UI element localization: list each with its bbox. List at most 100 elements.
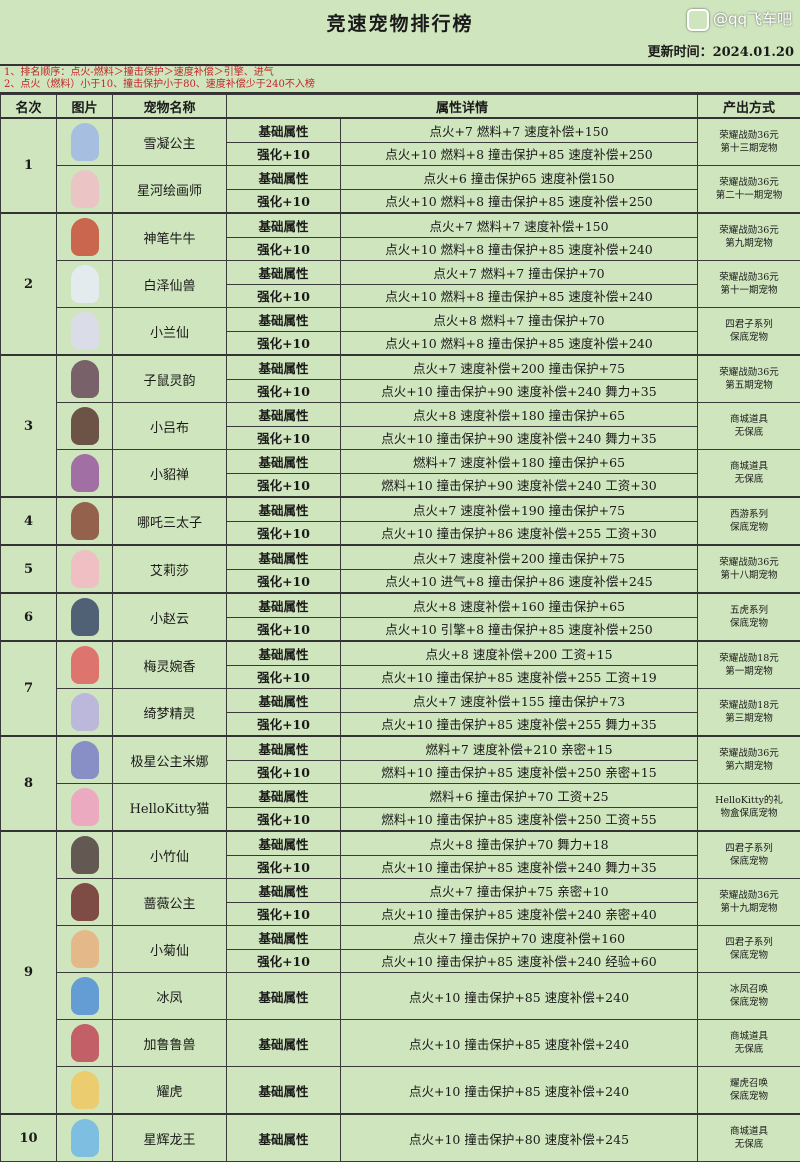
attribute-label: 基础属性 — [227, 879, 341, 903]
source-line: 无保底 — [698, 1138, 800, 1151]
pet-avatar-icon — [71, 930, 99, 968]
source-cell: 荣耀战勋18元第一期宠物 — [698, 641, 800, 689]
source-cell: 荣耀战勋36元第十八期宠物 — [698, 545, 800, 593]
source-line: 荣耀战勋36元 — [698, 176, 800, 189]
attribute-label: 基础属性 — [227, 213, 341, 237]
pet-name: 神笔牛牛 — [113, 213, 227, 261]
source-line: 无保底 — [698, 426, 800, 439]
attribute-label: 基础属性 — [227, 450, 341, 474]
attribute-detail: 点火+8 速度补偿+180 撞击保护+65 — [341, 403, 698, 427]
header-source: 产出方式 — [698, 95, 800, 119]
attribute-detail: 点火+10 进气+8 撞击保护+86 速度补偿+245 — [341, 569, 698, 593]
pet-name: 小赵云 — [113, 593, 227, 641]
source-line: 四君子系列 — [698, 842, 800, 855]
attribute-label: 基础属性 — [227, 689, 341, 713]
attribute-label: 强化+10 — [227, 521, 341, 545]
pet-name: 小吕布 — [113, 403, 227, 450]
attribute-detail: 点火+10 燃料+8 撞击保护+85 速度补偿+240 — [341, 331, 698, 355]
attribute-label: 基础属性 — [227, 118, 341, 142]
rank-cell: 9 — [1, 831, 57, 1114]
attribute-label: 强化+10 — [227, 379, 341, 403]
note-2: 2、点火（燃料）小于10、撞击保护小于80、速度补偿少于240不入榜 — [4, 79, 796, 91]
attribute-detail: 点火+7 燃料+7 速度补偿+150 — [341, 118, 698, 142]
source-line: 第十一期宠物 — [698, 284, 800, 297]
source-line: 保底宠物 — [698, 521, 800, 534]
source-line: 保底宠物 — [698, 949, 800, 962]
attribute-detail: 点火+10 燃料+8 撞击保护+85 速度补偿+240 — [341, 237, 698, 261]
pet-name: 极星公主米娜 — [113, 736, 227, 784]
header-image: 图片 — [57, 95, 113, 119]
attribute-detail: 点火+10 引擎+8 撞击保护+85 速度补偿+250 — [341, 617, 698, 641]
attribute-label: 基础属性 — [227, 355, 341, 379]
source-line: 保底宠物 — [698, 1090, 800, 1103]
pet-name: 小貂禅 — [113, 450, 227, 498]
source-line: 第六期宠物 — [698, 760, 800, 773]
attribute-label: 强化+10 — [227, 665, 341, 689]
pet-image-cell — [57, 308, 113, 356]
attribute-detail: 点火+8 速度补偿+200 工资+15 — [341, 641, 698, 665]
attribute-detail: 点火+10 撞击保护+85 速度补偿+240 舞力+35 — [341, 855, 698, 879]
pet-image-cell — [57, 403, 113, 450]
rank-cell: 7 — [1, 641, 57, 736]
attribute-detail: 点火+10 撞击保护+90 速度补偿+240 舞力+35 — [341, 379, 698, 403]
rank-cell: 8 — [1, 736, 57, 831]
pet-image-cell — [57, 689, 113, 737]
pet-image-cell — [57, 261, 113, 308]
source-line: 物盒保底宠物 — [698, 807, 800, 820]
attribute-label: 强化+10 — [227, 902, 341, 926]
pet-avatar-icon — [71, 550, 99, 588]
attribute-label: 强化+10 — [227, 237, 341, 261]
pet-avatar-icon — [71, 407, 99, 445]
source-line: 保底宠物 — [698, 617, 800, 630]
source-cell: 冰凤召唤保底宠物 — [698, 973, 800, 1020]
pet-avatar-icon — [71, 218, 99, 256]
pet-name: 冰凤 — [113, 973, 227, 1020]
attribute-label: 基础属性 — [227, 1020, 341, 1067]
source-cell: 四君子系列保底宠物 — [698, 308, 800, 356]
pet-image-cell — [57, 926, 113, 973]
pet-avatar-icon — [71, 1119, 99, 1157]
source-line: 第十三期宠物 — [698, 142, 800, 155]
rank-cell: 1 — [1, 118, 57, 213]
attribute-label: 强化+10 — [227, 760, 341, 784]
table-header: 名次 图片 宠物名称 属性详情 产出方式 — [1, 95, 800, 119]
source-line: 第十八期宠物 — [698, 569, 800, 582]
pet-name: 加鲁鲁兽 — [113, 1020, 227, 1067]
rank-cell: 2 — [1, 213, 57, 355]
attribute-label: 基础属性 — [227, 403, 341, 427]
source-line: 第三期宠物 — [698, 712, 800, 725]
pet-avatar-icon — [71, 977, 99, 1015]
pet-avatar-icon — [71, 454, 99, 492]
attribute-label: 强化+10 — [227, 142, 341, 166]
attribute-detail: 燃料+6 撞击保护+70 工资+25 — [341, 784, 698, 808]
source-cell: 商城道具无保底 — [698, 1114, 800, 1162]
pet-avatar-icon — [71, 502, 99, 540]
pet-image-cell — [57, 973, 113, 1020]
attribute-label: 强化+10 — [227, 426, 341, 450]
pet-image-cell — [57, 1114, 113, 1162]
attribute-detail: 点火+10 撞击保护+85 速度补偿+240 — [341, 1067, 698, 1115]
attribute-detail: 点火+8 燃料+7 撞击保护+70 — [341, 308, 698, 332]
source-cell: 五虎系列保底宠物 — [698, 593, 800, 641]
source-cell: 商城道具无保底 — [698, 403, 800, 450]
attribute-detail: 点火+6 撞击保护65 速度补偿150 — [341, 166, 698, 190]
attribute-detail: 点火+10 撞击保护+85 速度补偿+240 — [341, 1020, 698, 1067]
attribute-detail: 燃料+7 速度补偿+180 撞击保护+65 — [341, 450, 698, 474]
attribute-detail: 点火+7 撞击保护+75 亲密+10 — [341, 879, 698, 903]
attribute-detail: 点火+10 撞击保护+80 速度补偿+245 — [341, 1114, 698, 1162]
source-line: 荣耀战勋36元 — [698, 889, 800, 902]
attribute-detail: 燃料+7 速度补偿+210 亲密+15 — [341, 736, 698, 760]
attribute-label: 基础属性 — [227, 831, 341, 855]
source-line: 商城道具 — [698, 413, 800, 426]
attribute-label: 基础属性 — [227, 641, 341, 665]
attribute-label: 强化+10 — [227, 569, 341, 593]
